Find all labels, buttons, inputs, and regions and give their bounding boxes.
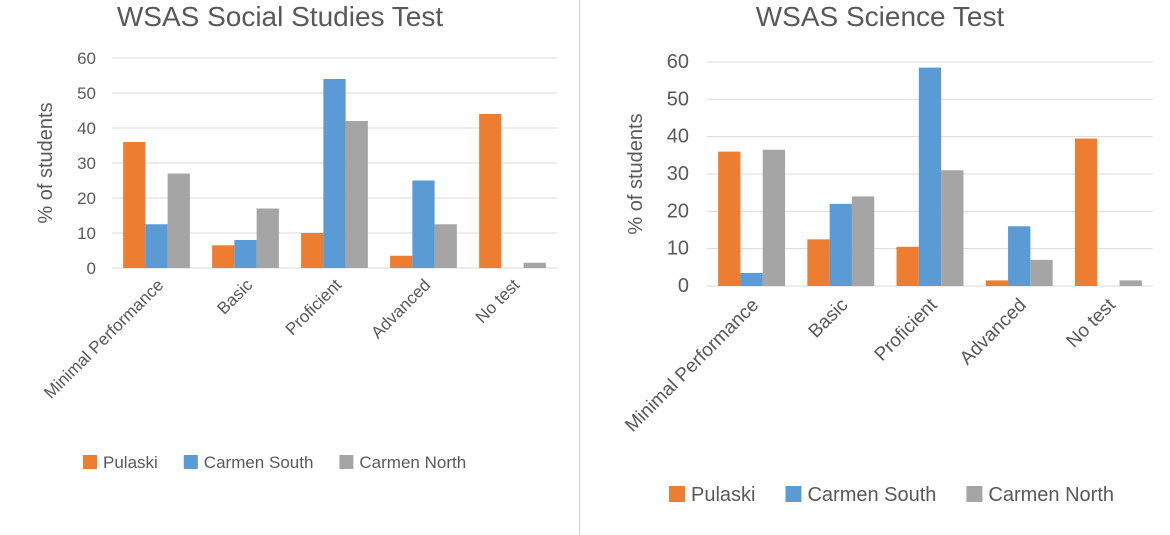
y-tick-label: 50 <box>667 88 689 110</box>
bar-carmen-south-minimal-performance <box>740 272 763 286</box>
y-tick-label: 30 <box>77 154 96 173</box>
y-tick-label: 0 <box>678 275 689 297</box>
bar-pulaski-advanced <box>390 255 413 268</box>
y-axis-label: % of students <box>35 102 57 223</box>
bar-carmen-north-minimal-performance <box>762 149 786 286</box>
bar-carmen-north-advanced <box>434 224 457 268</box>
bar-carmen-south-proficient <box>323 79 346 268</box>
bar-pulaski-basic <box>807 239 830 286</box>
legend-label-carmen-south: Carmen South <box>807 484 936 506</box>
bar-pulaski-no-test <box>479 114 502 268</box>
bar-pulaski-no-test <box>1074 138 1098 286</box>
y-tick-label: 10 <box>667 238 689 260</box>
x-category-label: Basic <box>805 295 853 343</box>
chart-title: WSAS Science Test <box>756 1 1005 32</box>
bar-carmen-north-basic <box>256 208 279 268</box>
bar-carmen-north-minimal-performance <box>167 173 190 268</box>
bar-pulaski-proficient <box>896 246 919 286</box>
y-tick-label: 20 <box>77 189 96 208</box>
science-chart: WSAS Science Test % of students 0 10 20 30 40 5… <box>621 1 1153 506</box>
legend-label-carmen-south: Carmen South <box>204 453 314 472</box>
chart-title: WSAS Social Studies Test <box>117 1 444 32</box>
bar-pulaski-advanced <box>985 280 1009 286</box>
y-tick-label: 0 <box>87 259 96 278</box>
chart-divider <box>579 0 580 535</box>
y-tick-label: 10 <box>77 224 96 243</box>
x-category-label: No test <box>472 275 524 327</box>
y-tick-label: 40 <box>77 119 96 138</box>
bar-carmen-south-basic <box>829 203 852 286</box>
legend-swatch-carmen-north <box>339 455 354 469</box>
x-category-label: Advanced <box>367 275 434 342</box>
legend-swatch-carmen-north <box>966 486 983 502</box>
bar-pulaski-minimal-performance <box>123 142 146 268</box>
legend-label-pulaski: Pulaski <box>103 453 158 472</box>
bar-pulaski-minimal-performance <box>718 151 741 286</box>
x-category-label: Minimal Performance <box>40 275 167 402</box>
legend-swatch-carmen-south <box>183 455 198 469</box>
y-tick-label: 20 <box>667 200 689 222</box>
legend-swatch-carmen-south <box>785 486 802 502</box>
y-tick-label: 60 <box>77 49 96 68</box>
x-category-label: Proficient <box>871 294 942 365</box>
bar-carmen-south-advanced <box>1008 226 1031 286</box>
x-category-label: Proficient <box>282 275 346 339</box>
legend-label-carmen-north: Carmen North <box>988 484 1114 506</box>
bar-pulaski-proficient <box>301 233 324 268</box>
y-axis-label: % of students <box>625 113 647 234</box>
legend-label-carmen-north: Carmen North <box>359 453 466 472</box>
bar-carmen-south-proficient <box>918 67 942 286</box>
bar-carmen-south-minimal-performance <box>145 224 168 268</box>
legend-label-pulaski: Pulaski <box>691 484 755 506</box>
y-tick-label: 50 <box>77 84 96 103</box>
bar-carmen-south-advanced <box>412 180 435 268</box>
legend-swatch-pulaski <box>83 455 97 469</box>
x-category-label: Advanced <box>956 295 1031 370</box>
y-tick-label: 60 <box>667 51 689 73</box>
x-category-label: Basic <box>213 275 256 318</box>
y-tick-label: 40 <box>667 126 689 148</box>
social-studies-chart: WSAS Social Studies Test % of students 0 10… <box>35 1 557 472</box>
bar-carmen-north-basic <box>851 196 875 286</box>
bar-carmen-north-proficient <box>941 170 964 286</box>
bar-carmen-north-advanced <box>1030 259 1053 286</box>
legend-swatch-pulaski <box>669 486 685 502</box>
x-category-label: Minimal Performance <box>621 295 763 437</box>
bar-carmen-south-basic <box>234 240 257 268</box>
bar-carmen-north-proficient <box>345 121 368 268</box>
bar-pulaski-basic <box>212 245 235 268</box>
y-tick-label: 30 <box>667 163 689 185</box>
x-category-label: No test <box>1063 294 1121 352</box>
bar-carmen-north-no-test <box>523 262 546 268</box>
bar-carmen-north-no-test <box>1119 280 1142 286</box>
